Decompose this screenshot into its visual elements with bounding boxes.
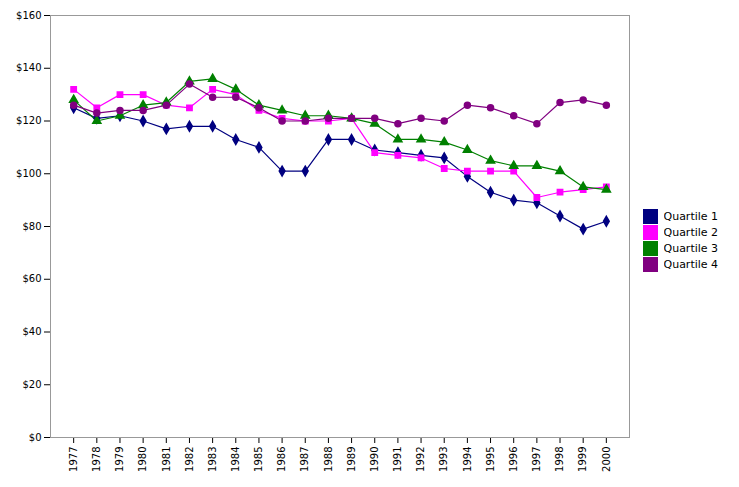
html-text:Quartile 2: Quartile 2 (663, 225, 719, 239)
svg-text:1987: 1987 (299, 447, 310, 472)
svg-text:$40: $40 (22, 326, 41, 337)
svg-text:$80: $80 (22, 221, 41, 232)
html-text:Quartile 1: Quartile 1 (663, 209, 719, 223)
svg-text:$0: $0 (29, 432, 42, 443)
svg-text:1978: 1978 (91, 447, 102, 472)
svg-text:$140: $140 (16, 62, 41, 73)
svg-text:1981: 1981 (161, 447, 172, 472)
html-text:Quartile 3: Quartile 3 (663, 241, 719, 255)
svg-text:1982: 1982 (184, 447, 195, 472)
svg-text:1996: 1996 (508, 447, 519, 472)
svg-text:1988: 1988 (323, 447, 334, 472)
svg-text:1997: 1997 (531, 447, 542, 472)
svg-text:$20: $20 (22, 379, 41, 390)
svg-text:1993: 1993 (438, 447, 449, 472)
svg-text:$100: $100 (16, 168, 41, 179)
svg-text:1986: 1986 (276, 447, 287, 472)
svg-text:1994: 1994 (462, 447, 473, 472)
svg-text:1999: 1999 (577, 447, 588, 472)
svg-text:$160: $160 (16, 10, 41, 21)
svg-text:$120: $120 (16, 115, 41, 126)
svg-text:1989: 1989 (346, 447, 357, 472)
svg-text:1992: 1992 (415, 447, 426, 472)
svg-text:$60: $60 (22, 273, 41, 284)
html-text:Quartile 4: Quartile 4 (663, 257, 719, 271)
svg-text:1995: 1995 (485, 447, 496, 472)
svg-text:1998: 1998 (554, 447, 565, 472)
svg-text:1977: 1977 (68, 447, 79, 472)
svg-text:1991: 1991 (392, 447, 403, 472)
svg-text:1980: 1980 (137, 447, 148, 472)
svg-text:1983: 1983 (207, 447, 218, 472)
svg-text:1984: 1984 (230, 447, 241, 472)
svg-text:1985: 1985 (253, 447, 264, 472)
svg-text:1979: 1979 (114, 447, 125, 472)
svg-text:1990: 1990 (369, 447, 380, 472)
svg-text:2000: 2000 (601, 447, 612, 472)
